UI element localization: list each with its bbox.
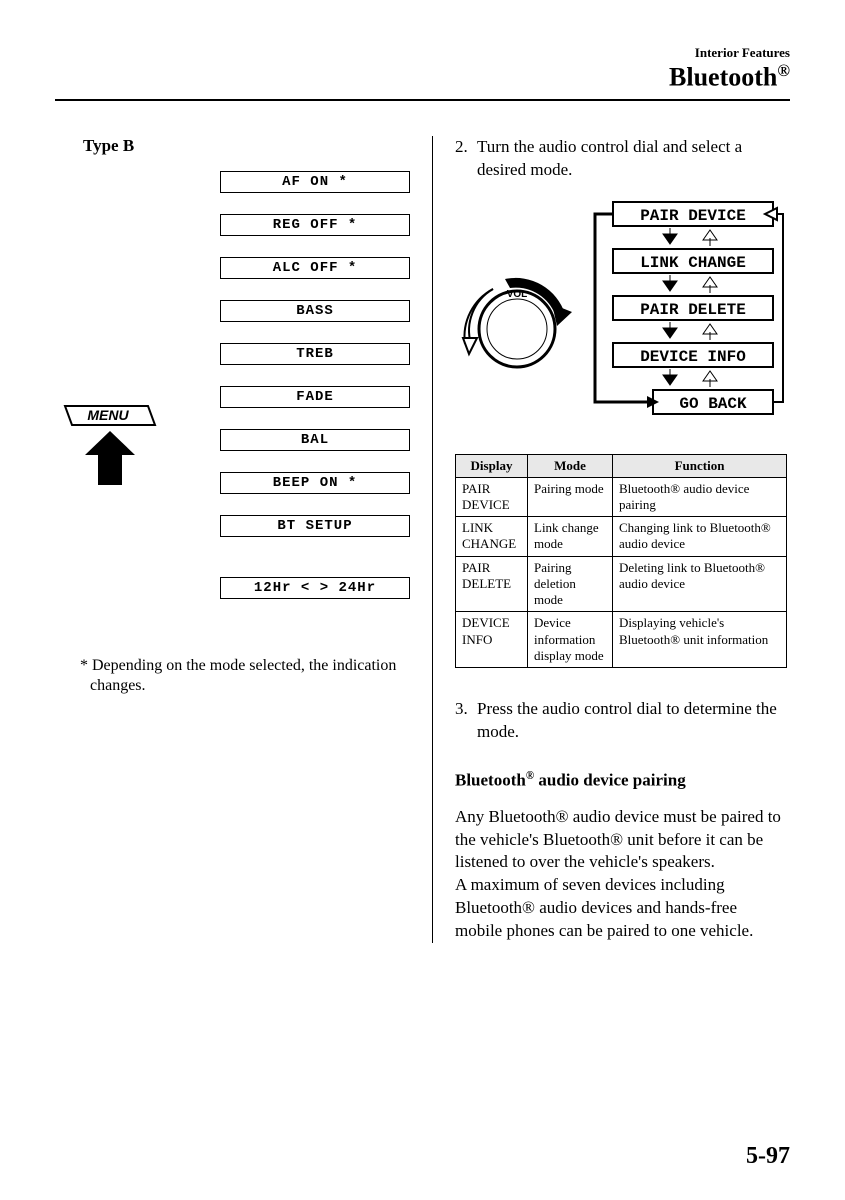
step-3-num: 3. [455,698,477,744]
step-2-text: Turn the audio control dial and select a… [477,136,787,182]
step-2: 2. Turn the audio control dial and selec… [455,136,787,182]
menu-items-list: AF ON * REG OFF * ALC OFF * BASS TREB FA… [220,171,410,620]
menu-item-reg: REG OFF * [220,214,410,236]
content-columns: Type B AF ON * REG OFF * ALC OFF * BASS … [55,136,790,944]
header-section: Interior Features [55,45,790,61]
pairing-paragraph: Any Bluetooth® audio device must be pair… [455,806,787,944]
menu-item-treb: TREB [220,343,410,365]
cell: Device information display mode [528,612,613,668]
page-header: Interior Features Bluetooth® [55,45,790,101]
pairing-heading: Bluetooth® audio device pairing [455,770,787,791]
cell: Bluetooth® audio device pairing [613,477,787,517]
step-3-text: Press the audio control dial to determin… [477,698,787,744]
cell: Changing link to Bluetooth® audio device [613,517,787,557]
type-b-heading: Type B [83,136,410,156]
th-function: Function [613,454,787,477]
cell: DEVICE INFO [456,612,528,668]
step-3: 3. Press the audio control dial to deter… [455,698,787,744]
menu-item-alc: ALC OFF * [220,257,410,279]
menu-button-icon: MENU [60,403,180,498]
menu-item-bass: BASS [220,300,410,322]
svg-text:GO BACK: GO BACK [679,395,747,413]
menu-item-btsetup: BT SETUP [220,515,410,537]
svg-text:MENU: MENU [87,407,129,423]
header-title: Bluetooth® [55,61,790,93]
th-mode: Mode [528,454,613,477]
cell: LINK CHANGE [456,517,528,557]
table-row: LINK CHANGE Link change mode Changing li… [456,517,787,557]
th-display: Display [456,454,528,477]
cell: Displaying vehicle's Bluetooth® unit inf… [613,612,787,668]
menu-diagram: AF ON * REG OFF * ALC OFF * BASS TREB FA… [65,171,410,646]
cell: Link change mode [528,517,613,557]
cell: Deleting link to Bluetooth® audio device [613,556,787,612]
left-column: Type B AF ON * REG OFF * ALC OFF * BASS … [55,136,410,944]
footnote-text: * Depending on the mode selected, the in… [80,656,410,698]
cell: PAIR DEVICE [456,477,528,517]
table-row: DEVICE INFO Device information display m… [456,612,787,668]
svg-text:DEVICE INFO: DEVICE INFO [640,348,746,366]
svg-text:PAIR DELETE: PAIR DELETE [640,301,746,319]
svg-text:PAIR DEVICE: PAIR DEVICE [640,207,746,225]
navigation-diagram: VOL PAIR DEVICE LINK CHANGE PAIR DELETE [455,194,787,444]
page-number: 5-97 [746,1143,790,1170]
cell: Pairing deletion mode [528,556,613,612]
table-header-row: Display Mode Function [456,454,787,477]
menu-item-af: AF ON * [220,171,410,193]
svg-text:LINK CHANGE: LINK CHANGE [640,254,746,272]
svg-text:VOL: VOL [507,289,528,300]
step-2-num: 2. [455,136,477,182]
menu-item-clock: 12Hr < > 24Hr [220,577,410,599]
table-row: PAIR DELETE Pairing deletion mode Deleti… [456,556,787,612]
table-row: PAIR DEVICE Pairing mode Bluetooth® audi… [456,477,787,517]
mode-table: Display Mode Function PAIR DEVICE Pairin… [455,454,787,669]
menu-item-fade: FADE [220,386,410,408]
cell: Pairing mode [528,477,613,517]
right-column: 2. Turn the audio control dial and selec… [432,136,787,944]
menu-item-beep: BEEP ON * [220,472,410,494]
menu-item-bal: BAL [220,429,410,451]
cell: PAIR DELETE [456,556,528,612]
